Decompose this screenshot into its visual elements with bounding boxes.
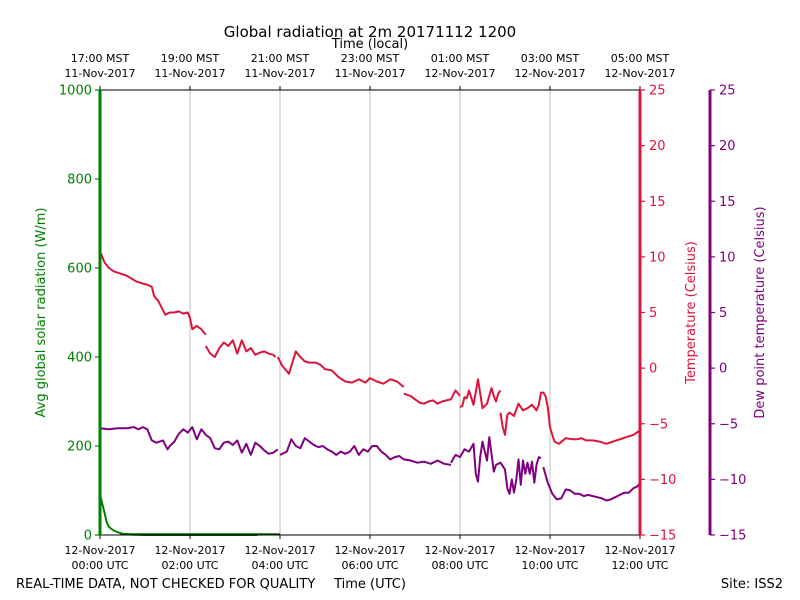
radiation-axis-label: Avg global solar radiation (W/m) bbox=[34, 208, 49, 418]
bottom-tick-time-6: 12:00 UTC bbox=[611, 559, 668, 572]
radiation-tick-label-1: 200 bbox=[67, 440, 92, 455]
series-2-segment-0 bbox=[99, 426, 279, 456]
top-tick-date-0: 11-Nov-2017 bbox=[64, 67, 135, 80]
top-tick-time-6: 05:00 MST bbox=[611, 52, 670, 65]
footer-quality-note: REAL-TIME DATA, NOT CHECKED FOR QUALITY bbox=[16, 577, 315, 592]
bottom-tick-time-0: 00:00 UTC bbox=[71, 559, 128, 572]
bottom-tick-date-3: 12-Nov-2017 bbox=[334, 544, 405, 557]
footer-site: Site: ISS2 bbox=[721, 577, 783, 592]
series-1-segment-0 bbox=[99, 250, 207, 336]
radiation-tick-label-3: 600 bbox=[67, 262, 92, 277]
top-tick-date-1: 11-Nov-2017 bbox=[154, 67, 225, 80]
series-1-segment-4 bbox=[459, 378, 502, 410]
dewpoint-tick-label-0: −15 bbox=[719, 529, 746, 544]
dewpoint-tick-label-7: 20 bbox=[719, 139, 736, 154]
dewpoint-tick-label-3: 0 bbox=[719, 362, 727, 377]
top-tick-date-6: 12-Nov-2017 bbox=[604, 67, 675, 80]
dewpoint-tick-label-6: 15 bbox=[719, 195, 736, 210]
series-1-segment-3 bbox=[403, 389, 461, 405]
dewpoint-tick-label-5: 10 bbox=[719, 250, 736, 265]
temperature-axis-label: Temperature (Celsius) bbox=[684, 241, 699, 385]
temperature-tick-label-6: 15 bbox=[649, 195, 666, 210]
temperature-tick-label-3: 0 bbox=[649, 362, 657, 377]
bottom-tick-date-6: 12-Nov-2017 bbox=[604, 544, 675, 557]
bottom-tick-date-5: 12-Nov-2017 bbox=[514, 544, 585, 557]
temperature-tick-label-1: −10 bbox=[649, 473, 676, 488]
bottom-tick-time-3: 06:00 UTC bbox=[341, 559, 398, 572]
chart-title: Global radiation at 2m 20171112 1200 bbox=[224, 23, 516, 41]
top-tick-time-3: 23:00 MST bbox=[341, 52, 400, 65]
radiation-tick-label-4: 800 bbox=[67, 173, 92, 188]
temperature-tick-label-8: 25 bbox=[649, 84, 666, 99]
bottom-tick-time-1: 02:00 UTC bbox=[161, 559, 218, 572]
top-tick-time-2: 21:00 MST bbox=[251, 52, 310, 65]
bottom-tick-date-4: 12-Nov-2017 bbox=[424, 544, 495, 557]
top-tick-date-5: 12-Nov-2017 bbox=[514, 67, 585, 80]
series-2-segment-3 bbox=[542, 466, 641, 502]
top-axis-label: Time (local) bbox=[331, 37, 408, 52]
bottom-tick-time-5: 10:00 UTC bbox=[521, 559, 578, 572]
dewpoint-tick-label-2: −5 bbox=[719, 417, 738, 432]
dewpoint-tick-label-4: 5 bbox=[719, 306, 727, 321]
bottom-tick-date-2: 12-Nov-2017 bbox=[244, 544, 315, 557]
bottom-tick-time-4: 08:00 UTC bbox=[431, 559, 488, 572]
bottom-tick-date-1: 12-Nov-2017 bbox=[154, 544, 225, 557]
top-tick-time-4: 01:00 MST bbox=[431, 52, 490, 65]
temperature-tick-label-2: −5 bbox=[649, 417, 668, 432]
series-2-segment-1 bbox=[279, 437, 452, 466]
series-1-segment-5 bbox=[499, 391, 641, 445]
dewpoint-tick-label-8: 25 bbox=[719, 84, 736, 99]
series-2-segment-2 bbox=[450, 436, 542, 495]
top-tick-time-1: 19:00 MST bbox=[161, 52, 220, 65]
bottom-tick-time-2: 04:00 UTC bbox=[251, 559, 308, 572]
top-tick-time-0: 17:00 MST bbox=[71, 52, 130, 65]
top-tick-date-3: 11-Nov-2017 bbox=[334, 67, 405, 80]
top-tick-time-5: 03:00 MST bbox=[521, 52, 580, 65]
dewpoint-axis-label: Dew point temperature (Celsius) bbox=[753, 206, 768, 418]
radiation-tick-label-0: 0 bbox=[84, 529, 92, 544]
dewpoint-tick-label-1: −10 bbox=[719, 473, 746, 488]
temperature-tick-label-7: 20 bbox=[649, 139, 666, 154]
x-axis-label: Time (UTC) bbox=[333, 577, 406, 592]
series-1-segment-2 bbox=[276, 350, 405, 388]
top-tick-date-2: 11-Nov-2017 bbox=[244, 67, 315, 80]
series-1-segment-1 bbox=[204, 339, 277, 358]
temperature-tick-label-4: 5 bbox=[649, 306, 657, 321]
temperature-tick-label-5: 10 bbox=[649, 250, 666, 265]
bottom-tick-date-0: 12-Nov-2017 bbox=[64, 544, 135, 557]
temperature-tick-label-0: −15 bbox=[649, 529, 676, 544]
radiation-tick-label-5: 1000 bbox=[59, 84, 92, 99]
radiation-tick-label-2: 400 bbox=[67, 351, 92, 366]
top-tick-date-4: 12-Nov-2017 bbox=[424, 67, 495, 80]
